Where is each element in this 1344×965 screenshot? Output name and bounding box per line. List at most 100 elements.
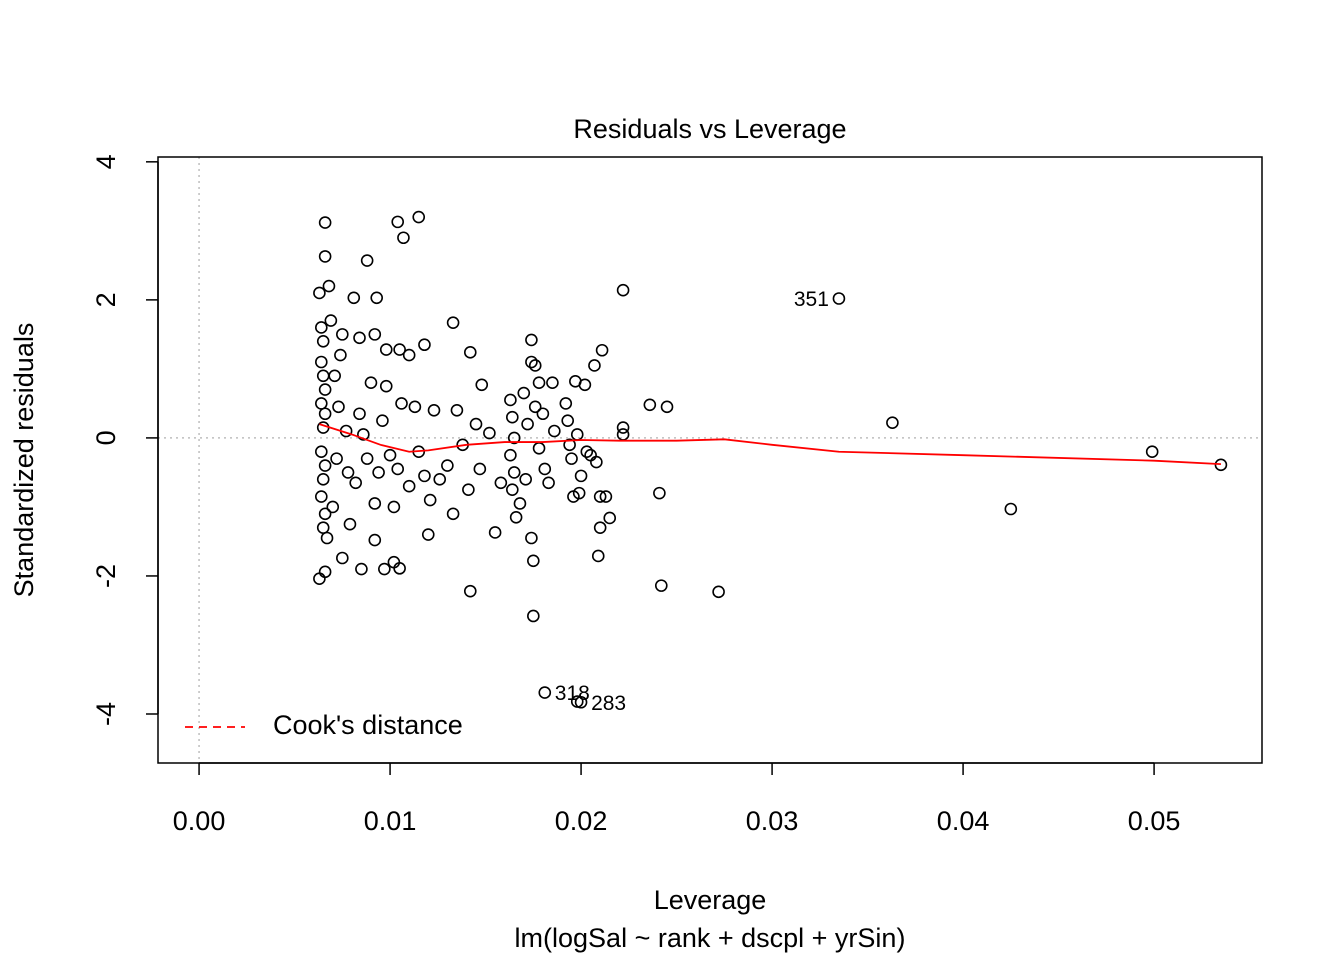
- point: [372, 466, 385, 479]
- x-tick-label: 0.03: [746, 806, 799, 836]
- point: [313, 286, 326, 300]
- x-tick-label: 0.05: [1128, 806, 1181, 836]
- point: [527, 554, 540, 568]
- point: [379, 343, 393, 356]
- point: [469, 417, 483, 431]
- point-label: 283: [591, 692, 626, 715]
- point: [368, 497, 382, 510]
- point: [504, 448, 517, 462]
- point: [603, 511, 617, 525]
- point: [660, 400, 674, 414]
- point: [347, 291, 361, 305]
- point: [521, 417, 534, 431]
- point: [336, 551, 349, 565]
- point: [525, 531, 538, 545]
- point: [525, 333, 538, 347]
- point: [318, 459, 332, 472]
- point: [336, 328, 349, 341]
- point: [536, 407, 550, 421]
- point: [393, 562, 406, 575]
- point: [368, 533, 382, 547]
- point: [383, 448, 397, 462]
- point: [886, 416, 899, 430]
- point: [528, 400, 542, 414]
- point: [616, 421, 630, 434]
- point: [402, 348, 416, 362]
- point: [517, 386, 531, 400]
- point: [318, 250, 332, 263]
- point: [593, 521, 607, 534]
- point: [507, 466, 521, 479]
- point-label: 318: [555, 682, 590, 705]
- point: [387, 500, 401, 514]
- point: [360, 452, 374, 465]
- x-tick-label: 0.00: [173, 806, 226, 836]
- point: [542, 476, 555, 490]
- point: [450, 404, 464, 417]
- point: [318, 565, 332, 579]
- point: [315, 490, 328, 503]
- point: [441, 459, 454, 472]
- point: [446, 507, 460, 521]
- point: [527, 609, 540, 623]
- point: [488, 526, 502, 539]
- point: [397, 231, 410, 245]
- point: [475, 378, 489, 392]
- point: [370, 291, 383, 305]
- point: [588, 359, 601, 372]
- point: [712, 585, 725, 599]
- point: [473, 462, 487, 476]
- point: [565, 452, 578, 465]
- x-tick-label: 0.04: [937, 806, 990, 836]
- point: [463, 346, 477, 359]
- point: [391, 215, 405, 229]
- point: [379, 379, 393, 393]
- point: [421, 528, 435, 541]
- point: [1004, 502, 1018, 516]
- point: [328, 369, 341, 383]
- point: [563, 438, 576, 452]
- point: [320, 531, 334, 545]
- x-tick-label: 0.02: [555, 806, 608, 836]
- point: [532, 376, 546, 389]
- point: [418, 469, 431, 483]
- point: [546, 376, 559, 389]
- point: [355, 562, 368, 576]
- point: [595, 343, 609, 357]
- point: [561, 414, 575, 427]
- point: [330, 452, 343, 465]
- point: [360, 254, 374, 267]
- point: [446, 316, 460, 329]
- smooth-line: [319, 423, 1221, 466]
- subtitle: lm(logSal ~ rank + dscpl + yrSin): [515, 923, 906, 953]
- point: [353, 407, 366, 421]
- point: [326, 500, 340, 514]
- point: [528, 359, 542, 372]
- point: [324, 314, 338, 327]
- point: [412, 210, 426, 224]
- point: [393, 343, 406, 356]
- point: [427, 404, 441, 417]
- point: [423, 493, 437, 507]
- point: [507, 431, 521, 445]
- point: [494, 476, 508, 490]
- point: [376, 414, 389, 427]
- point: [315, 321, 328, 334]
- point: [578, 378, 592, 392]
- point: [643, 398, 657, 412]
- point-label: 351: [794, 288, 829, 311]
- point: [1214, 458, 1228, 472]
- point: [591, 549, 605, 563]
- y-tick-label: -4: [91, 702, 121, 726]
- point: [506, 483, 519, 496]
- point: [538, 462, 552, 476]
- point: [318, 383, 332, 396]
- point: [590, 455, 603, 469]
- point: [593, 490, 607, 503]
- point: [391, 462, 405, 476]
- point: [574, 695, 588, 709]
- point: [315, 445, 328, 459]
- legend-label: Cook's distance: [273, 710, 463, 740]
- point: [574, 469, 588, 483]
